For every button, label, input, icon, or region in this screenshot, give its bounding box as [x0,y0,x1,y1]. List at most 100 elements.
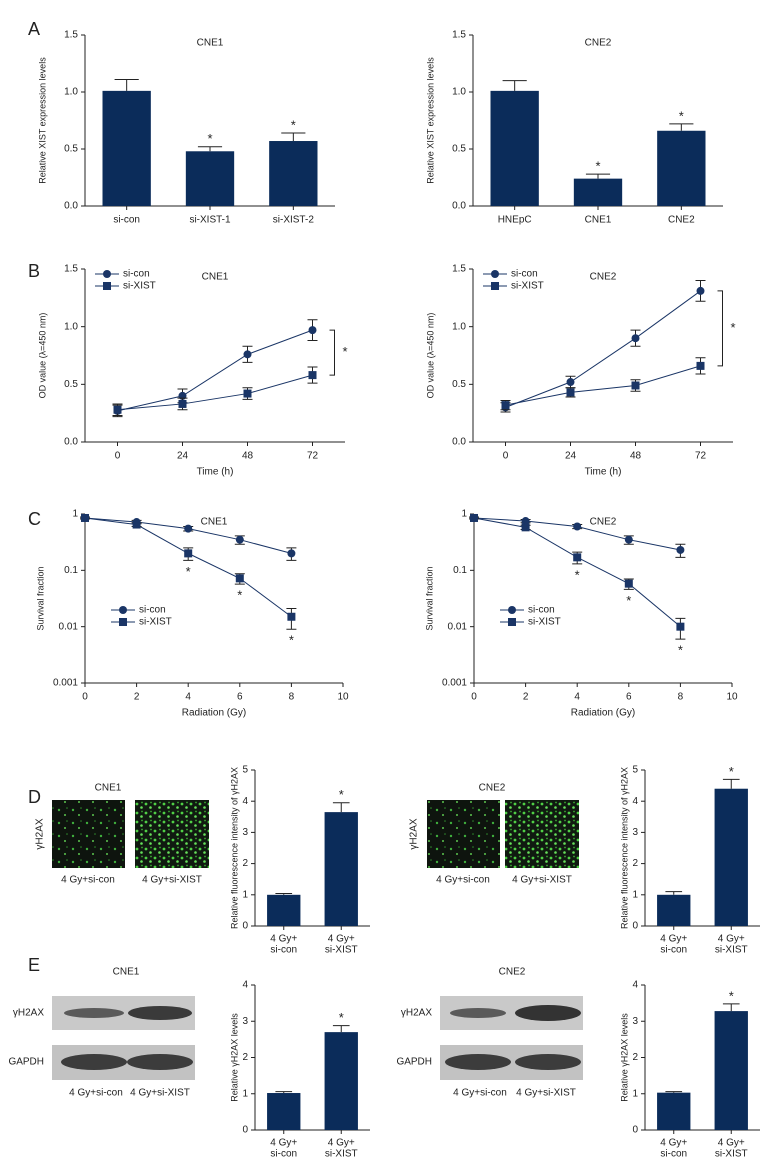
bar [324,812,358,926]
marker [624,579,633,588]
blot-row-label: GAPDH [8,1057,44,1068]
bar [714,1011,748,1130]
x-tick-label: 6 [626,692,632,703]
y-tick-label: 0 [632,1125,638,1136]
bar [269,141,318,206]
error-bar [665,1091,683,1093]
image-caption: 4 Gy+si-con [436,875,490,886]
y-tick-label: 0.1 [64,565,78,576]
x-tick-label: si-con [113,215,140,226]
y-tick-label: 0.1 [453,565,467,576]
y-tick-label: 0.001 [442,678,467,689]
marker [178,399,187,408]
y-tick-label: 1 [72,509,78,520]
y-tick-label: 0.5 [452,144,466,155]
marker [103,282,111,290]
x-tick-label: 6 [237,692,243,703]
error-bar [197,146,223,152]
legend-label: si-XIST [528,617,561,628]
marker [624,535,633,544]
x-tick-label: 4 Gy+ [660,934,687,945]
y-axis-label: Relative XIST expression levels [37,57,47,184]
x-tick-label: CNE1 [585,215,612,226]
error-bar [722,778,740,789]
error-bar [332,802,350,813]
marker [308,326,317,335]
fluorescence-image [135,800,209,868]
x-tick-label: si-con [660,945,687,956]
error-bar [281,132,306,142]
x-tick-label: si-XIST-1 [189,215,231,226]
marker [184,524,193,533]
marker [81,513,89,522]
y-tick-label: 2 [242,858,248,869]
x-tick-label: 0 [503,451,509,462]
y-tick-label: 1 [632,889,638,900]
x-tick-label: 72 [307,451,319,462]
chart-title: CNE1 [197,38,224,49]
y-tick-label: 0.001 [53,678,78,689]
axis-line [84,269,345,443]
y-tick-label: 2 [632,1052,638,1063]
legend-label: si-con [511,269,538,280]
y-tick-label: 2 [632,858,638,869]
panel-label: A [28,19,40,39]
significance-mark: * [679,108,684,123]
x-tick-label: 4 [185,692,191,703]
significance-mark: * [729,764,734,779]
x-tick-label: 24 [565,451,577,462]
bar [490,90,539,206]
x-axis-label: Radiation (Gy) [182,708,246,719]
marker [243,350,252,359]
blot-row-label: γH2AX [401,1008,432,1019]
chart-title: CNE2 [590,517,617,528]
blot-row-label: GAPDH [396,1057,432,1068]
y-tick-label: 0.0 [452,201,466,212]
x-tick-label: 0 [115,451,121,462]
marker [521,517,530,526]
bar [573,178,623,206]
error-bar [665,891,683,895]
y-tick-label: 1 [242,889,248,900]
x-tick-label: si-XIST [325,1149,358,1160]
marker [501,401,510,410]
marker [235,574,244,583]
marker [103,270,111,278]
error-bar [585,173,611,179]
blot-title: CNE1 [113,967,140,978]
x-tick-label: 2 [134,692,140,703]
error-bar [275,1091,293,1094]
image-caption: 4 Gy+si-XIST [142,875,202,886]
line [505,290,701,408]
line [117,374,313,411]
y-axis-label: Survival fraction [35,566,45,630]
y-axis-label: OD value (λ=450 nm) [37,313,47,399]
marker [308,371,317,380]
blot-caption: 4 Gy+si-con [69,1088,123,1099]
y-tick-label: 3 [242,827,248,838]
y-tick-label: 4 [242,796,248,807]
x-tick-label: 4 Gy+ [270,1138,297,1149]
significance-mark: * [729,988,734,1003]
marker [491,270,499,278]
x-tick-label: 4 Gy+ [328,934,355,945]
marker [287,612,296,621]
marker [521,523,530,532]
blot-title: CNE2 [499,967,526,978]
marker [113,405,122,414]
axis-line [473,514,732,684]
blot-caption: 4 Gy+si-XIST [516,1088,576,1099]
significance-mark: * [343,344,348,359]
x-tick-label: HNEpC [498,215,532,226]
chart-title: CNE2 [585,38,612,49]
error-bar [114,78,139,91]
y-tick-label: 1 [242,1088,248,1099]
blot-caption: 4 Gy+si-XIST [130,1088,190,1099]
x-tick-label: 2 [523,692,529,703]
y-tick-label: 0.5 [64,379,78,390]
x-tick-label: 24 [177,451,189,462]
marker [508,618,516,626]
significance-mark: * [595,159,600,174]
y-axis-label: Relative γH2AX levels [229,1013,239,1102]
marker [573,522,582,531]
